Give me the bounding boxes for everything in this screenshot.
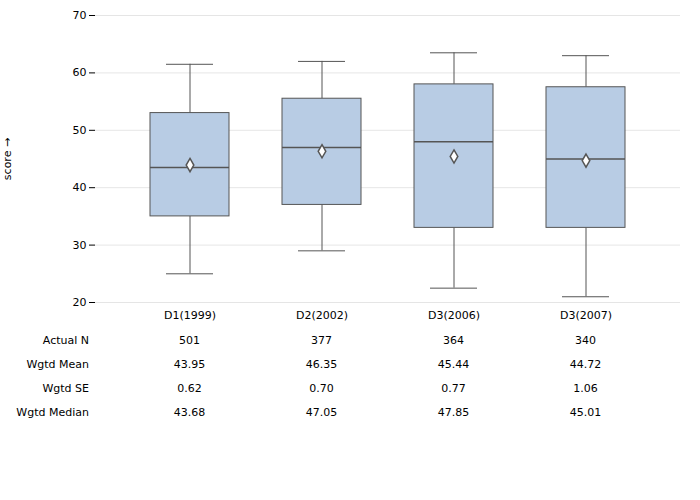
html-text:1.06: 1.06 xyxy=(573,382,598,395)
svg-text:70: 70 xyxy=(73,9,87,22)
html-text:47.85: 47.85 xyxy=(437,406,470,419)
html-text:Wgtd Median: Wgtd Median xyxy=(16,406,89,419)
svg-text:50: 50 xyxy=(73,124,87,137)
html-text:377: 377 xyxy=(311,334,332,347)
html-text:45.44: 45.44 xyxy=(437,358,470,371)
html-text:0.62: 0.62 xyxy=(177,382,202,395)
html-text:46.35: 46.35 xyxy=(305,358,338,371)
html-text:Wgtd Mean: Wgtd Mean xyxy=(26,358,89,371)
svg-text:40: 40 xyxy=(73,181,87,194)
html-text:364: 364 xyxy=(443,334,464,347)
svg-text:score →: score → xyxy=(1,138,14,180)
html-text:45.01: 45.01 xyxy=(569,406,602,419)
html-text:Wgtd SE: Wgtd SE xyxy=(42,382,89,395)
svg-text:D3(2007): D3(2007) xyxy=(560,309,612,322)
html-text:Actual N: Actual N xyxy=(42,334,89,347)
svg-text:D1(1999): D1(1999) xyxy=(164,309,216,322)
svg-text:20: 20 xyxy=(73,296,87,309)
html-text:0.70: 0.70 xyxy=(309,382,334,395)
html-text:340: 340 xyxy=(575,334,596,347)
html-text:43.95: 43.95 xyxy=(173,358,206,371)
html-text:501: 501 xyxy=(179,334,200,347)
html-text:47.05: 47.05 xyxy=(305,406,338,419)
svg-text:60: 60 xyxy=(73,66,87,79)
html-text:44.72: 44.72 xyxy=(569,358,602,371)
svg-text:D2(2002): D2(2002) xyxy=(296,309,348,322)
html-text:0.77: 0.77 xyxy=(441,382,466,395)
svg-text:30: 30 xyxy=(73,239,87,252)
svg-text:D3(2006): D3(2006) xyxy=(428,309,480,322)
html-text:43.68: 43.68 xyxy=(173,406,206,419)
